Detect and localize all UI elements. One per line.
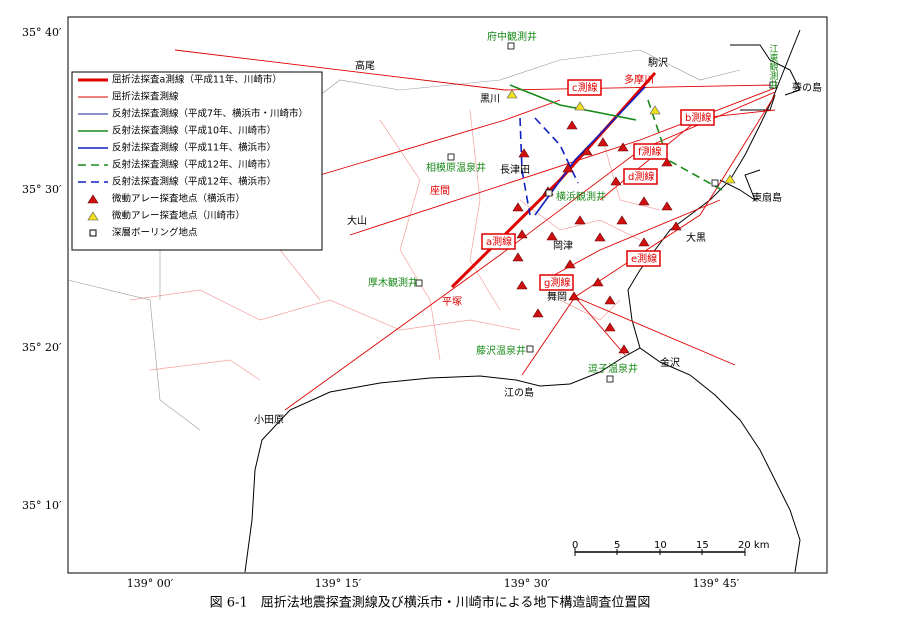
line-label: g測線 [544, 276, 570, 289]
line-label: d測線 [628, 170, 654, 183]
line-label: e測線 [631, 252, 657, 265]
place: 夢の島 [792, 81, 822, 94]
lon-label: 139° 15′ [315, 577, 362, 590]
line-label: c測線 [572, 81, 598, 94]
line-label: a測線 [486, 235, 512, 248]
place: 舞岡 [547, 291, 567, 303]
lon-label: 139° 00′ [127, 577, 174, 590]
lat-label: 35° 20′ [22, 341, 62, 354]
place: 藤沢温泉井 [476, 344, 526, 357]
line-label: b測線 [685, 111, 711, 124]
lat-label: 35° 30′ [22, 183, 62, 196]
place: 厚木観測井 [368, 276, 418, 289]
place: 府中観測井 [487, 30, 537, 43]
lat-label: 35° 10′ [22, 499, 62, 512]
place: 江東観測井 [768, 44, 779, 90]
place: 東扇島 [752, 191, 782, 204]
place: 高尾 [355, 59, 375, 72]
legend-label: 反射法探査測線（平成11年、横浜市） [112, 142, 276, 154]
legend-label: 微動アレー探査地点（川崎市） [112, 210, 245, 222]
legend-label: 反射法探査測線（平成10年、川崎市） [112, 125, 276, 137]
caption: 図 6-1 屈折法地震探査測線及び横浜市・川崎市による地下構造調査位置図 [210, 595, 651, 611]
legend-label: 微動アレー探査地点（横浜市） [112, 193, 245, 205]
legend-label: 屈折法探査測線 [112, 91, 179, 103]
place: 多摩川 [624, 73, 654, 86]
scale-label: 20 km [738, 540, 769, 551]
place: 大黒 [686, 231, 706, 244]
scale-label: 5 [614, 540, 620, 551]
lat-label: 35° 40′ [22, 26, 62, 39]
place: 岡津 [553, 240, 573, 252]
legend-label: 反射法探査測線（平成7年、横浜市・川崎市） [112, 108, 308, 120]
lon-label: 139° 30′ [504, 577, 551, 590]
place: 駒沢 [648, 56, 668, 69]
microtremor-points-yokohama [512, 120, 682, 354]
scale-bar: 0 5 10 15 20 km [572, 540, 769, 556]
place: 黒川 [480, 93, 500, 105]
place: 江の島 [504, 386, 534, 399]
scale-label: 0 [572, 540, 578, 551]
boring-points [415, 42, 777, 383]
coastline [244, 29, 801, 573]
place: 小田原 [254, 414, 284, 426]
legend-label: 深層ボーリング地点 [112, 227, 198, 239]
legend-label: 反射法探査測線（平成12年、横浜市） [112, 176, 276, 188]
place: 逗子温泉井 [588, 362, 638, 375]
place: 横浜観測井 [556, 190, 606, 203]
lon-label: 139° 45′ [693, 577, 740, 590]
scale-label: 10 [654, 540, 667, 551]
legend-label: 反射法探査測線（平成12年、川崎市） [112, 159, 276, 171]
place: 座間 [430, 184, 450, 197]
microtremor-points-kawasaki [506, 89, 736, 184]
legend: 屈折法探査a測線（平成11年、川崎市） 屈折法探査測線 反射法探査測線（平成7年… [71, 71, 323, 251]
survey-line-labels: a測線 b測線 c測線 d測線 e測線 f測線 g測線 [481, 79, 715, 291]
place: 相模原温泉井 [426, 161, 486, 174]
place: 大山 [347, 214, 367, 227]
place: 金沢 [660, 356, 680, 369]
place: 長津田 [500, 164, 530, 176]
line-label: f測線 [638, 145, 662, 158]
place: 平塚 [442, 296, 462, 308]
place-labels: 高尾 府中観測井 駒沢 黒川 多摩川 江東観測井 夢の島 相模原温泉井 長津田 … [254, 30, 822, 426]
scale-label: 15 [696, 540, 709, 551]
legend-label: 屈折法探査a測線（平成11年、川崎市） [112, 74, 282, 86]
